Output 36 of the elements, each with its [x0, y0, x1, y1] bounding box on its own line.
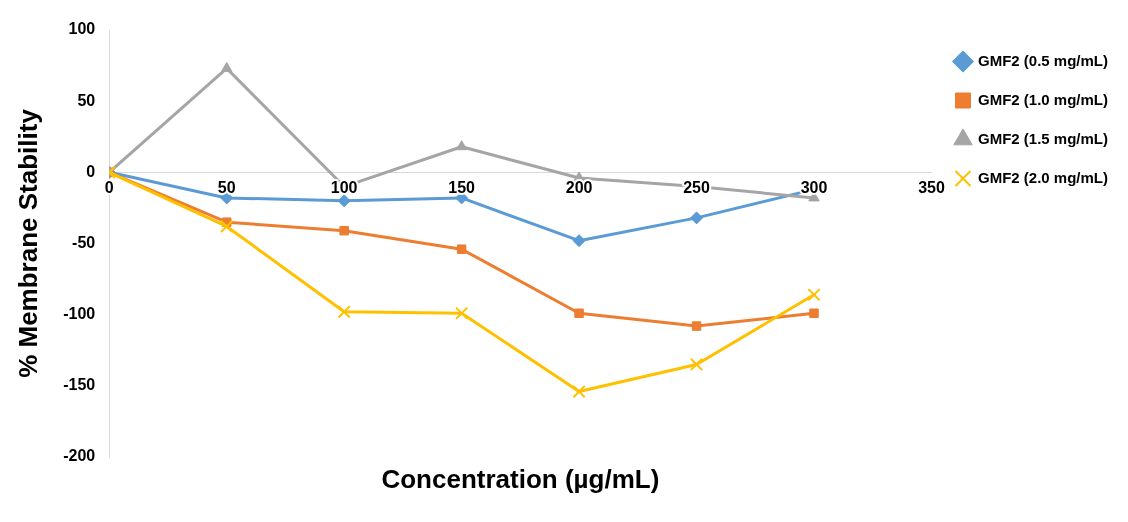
x-tick-label: 150 [448, 178, 476, 196]
point [690, 211, 704, 225]
y-tick-label: -100 [63, 305, 96, 323]
point [220, 219, 234, 234]
x-axis-title: Concentration (µg/mL) [381, 464, 660, 495]
point [337, 194, 351, 208]
x-tick-label: 100 [330, 178, 358, 196]
point [572, 234, 586, 248]
legend-label: GMF2 (1.5 mg/mL) [977, 129, 1108, 147]
x-tick-label: 200 [565, 178, 593, 196]
y-tick-label: 100 [68, 20, 96, 38]
x-tick-label: 350 [918, 178, 945, 196]
point [807, 288, 821, 302]
legend-label: GMF2 (1.0 mg/mL) [977, 90, 1108, 108]
y-axis-title: % Membrane Stability [12, 108, 43, 378]
point [454, 306, 469, 320]
x-tick-label: 0 [104, 178, 114, 196]
point [455, 140, 468, 151]
point [691, 321, 702, 331]
point [339, 225, 349, 236]
y-tick-label: 0 [86, 162, 96, 180]
point [689, 357, 704, 372]
x-tick-label: 250 [683, 178, 710, 196]
point [337, 305, 351, 319]
point [572, 384, 586, 399]
point [220, 61, 233, 72]
y-tick-label: 50 [77, 91, 96, 109]
x-tick-label: 50 [217, 178, 236, 196]
point [809, 308, 819, 318]
y-tick-label: -200 [63, 447, 96, 465]
y-tick-label: -150 [63, 376, 96, 394]
point [574, 308, 584, 318]
legend-label: GMF2 (0.5 mg/mL) [977, 51, 1108, 69]
y-tick-label: -50 [72, 233, 96, 251]
legend-label: GMF2 (2.0 mg/mL) [977, 168, 1108, 186]
point [456, 244, 467, 254]
